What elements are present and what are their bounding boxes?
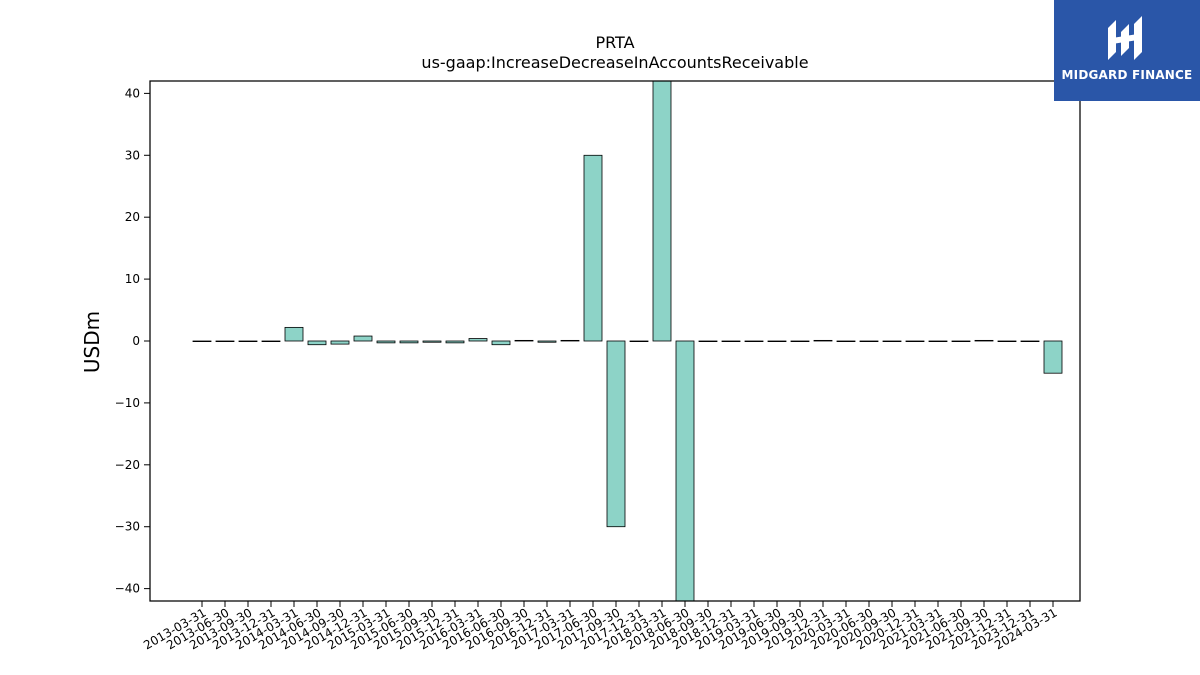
bar-2013-09-30 [238, 340, 258, 343]
bar-2019-12-31 [813, 339, 833, 342]
bar-2024-03-31 [1043, 340, 1063, 374]
bar-2017-06-30 [583, 154, 603, 342]
bar-2017-12-31 [629, 340, 649, 343]
y-tick-label: 30 [125, 148, 140, 162]
bar-2021-06-30 [951, 340, 971, 343]
bar-2020-12-31 [905, 340, 925, 343]
bar-2015-03-31 [376, 340, 396, 344]
y-tick-label: −40 [115, 582, 140, 596]
y-tick-label: −20 [115, 458, 140, 472]
y-tick-label: 20 [125, 210, 140, 224]
bar-2014-09-30 [330, 340, 350, 345]
bar-2016-09-30 [514, 339, 534, 342]
bar-2015-06-30 [399, 340, 419, 344]
bar-2013-03-31 [192, 340, 212, 343]
bar-2013-06-30 [215, 340, 235, 343]
bar-2021-03-31 [928, 340, 948, 343]
bar-2021-09-30 [974, 339, 994, 342]
midgard-finance-logo: MIDGARD FINANCE [1054, 0, 1200, 101]
bar-2014-06-30 [307, 340, 327, 346]
bar-2017-09-30 [606, 340, 626, 528]
midgard-logo-icon [1108, 16, 1142, 60]
bar-2015-09-30 [422, 340, 442, 343]
bar-2018-09-30 [698, 340, 718, 343]
chart-subtitle: us-gaap:IncreaseDecreaseInAccountsReceiv… [421, 53, 808, 72]
y-tick-label: −10 [115, 396, 140, 410]
bar-2017-03-31 [560, 339, 580, 342]
y-tick-label: 40 [125, 86, 140, 100]
bar-2018-12-31 [721, 340, 741, 343]
bar-2020-03-31 [836, 340, 856, 343]
bar-2019-06-30 [767, 340, 787, 343]
bar-2013-12-31 [261, 340, 281, 343]
x-ticks-group: 2013-03-312013-06-302013-09-302013-12-31… [141, 601, 1060, 652]
bar-2018-03-31 [652, 80, 672, 342]
bar-2019-03-31 [744, 340, 764, 343]
bar-2014-12-31 [353, 335, 373, 342]
logo-text: MIDGARD FINANCE [1061, 68, 1193, 82]
bar-2021-12-31 [997, 340, 1017, 343]
bar-2016-03-31 [468, 338, 488, 342]
plot-frame [149, 80, 1081, 602]
bar-2014-03-31 [284, 326, 304, 342]
chart-title: PRTA [595, 33, 634, 52]
bar-2019-09-30 [790, 340, 810, 343]
bar-2016-12-31 [537, 340, 557, 343]
bar-2023-12-31 [1020, 340, 1040, 343]
y-axis-label: USDm [80, 311, 104, 373]
y-ticks-group: −40 −30 −20 −10 0 10 20 30 40 [115, 86, 150, 596]
y-tick-label: 10 [125, 272, 140, 286]
bar-2016-06-30 [491, 340, 511, 346]
bars-group [192, 80, 1063, 602]
bar-2020-06-30 [859, 340, 879, 343]
bar-2018-06-30 [675, 340, 695, 602]
bar-2020-09-30 [882, 340, 902, 343]
bar-2015-12-31 [445, 340, 465, 344]
y-tick-label: 0 [132, 334, 140, 348]
y-tick-label: −30 [115, 520, 140, 534]
